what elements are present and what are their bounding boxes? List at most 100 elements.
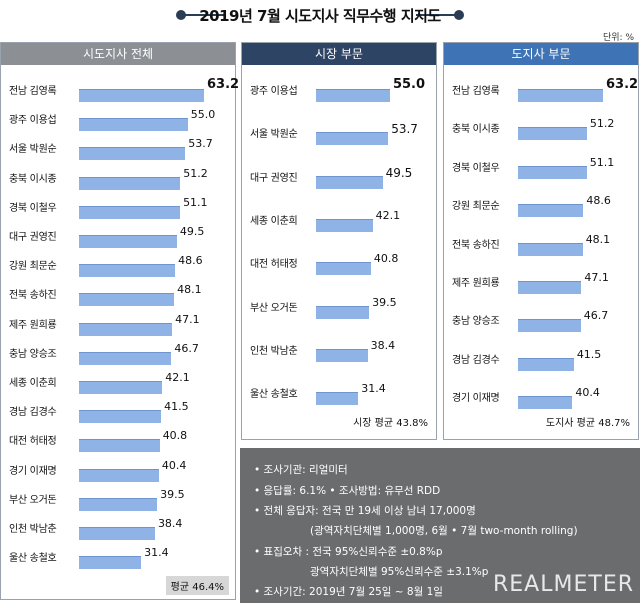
bar-row-all: 세종 이춘희 42.1: [1, 371, 237, 394]
bar-row-all: 전남 김영록 63.2: [1, 77, 240, 102]
bar: [79, 351, 172, 365]
category-label: 부산 오거돈: [9, 494, 57, 506]
bar: [79, 118, 188, 132]
realmeter-logo: REALMETER: [493, 572, 634, 597]
bar: [518, 242, 583, 256]
category-label: 강원 최문순: [9, 261, 57, 273]
survey-notes: • 조사기관: 리얼미터 • 응답률: 6.1% • 조사방법: 유무선 RDD…: [240, 448, 640, 603]
bar-row-all: 서울 박원순 53.7: [1, 137, 237, 161]
bar-row-mayor: 대구 권영진 49.5: [242, 166, 438, 189]
category-label: 경북 이철우: [452, 162, 500, 174]
bar: [79, 527, 155, 540]
value-label: 55.0: [190, 108, 216, 122]
bar-row-all: 경기 이재명 40.4: [1, 459, 237, 482]
value-label: 55.0: [392, 77, 426, 92]
category-label: 세종 이춘희: [250, 215, 298, 227]
value-label: 51.2: [589, 117, 615, 131]
average-label: 평균 46.4%: [165, 576, 229, 595]
bar: [518, 319, 581, 333]
bar-row-all: 대전 허태정 40.8: [1, 429, 237, 453]
category-label: 경북 이철우: [9, 202, 57, 214]
value-label: 40.4: [575, 386, 600, 400]
bar-row-governor: 전남 김영록 63.2: [444, 77, 640, 102]
value-label: 51.1: [183, 195, 208, 209]
bar-row-all: 강원 최문순 48.6: [1, 254, 237, 278]
bar: [316, 132, 389, 146]
value-label: 51.2: [183, 166, 208, 180]
bar-row-all: 경남 김경수 41.5: [1, 400, 237, 424]
category-label: 전남 김영록: [452, 86, 500, 97]
bar-row-all: 대구 권영진 49.5: [1, 225, 237, 248]
category-label: 전북 송하진: [9, 290, 57, 302]
bar-row-mayor: 울산 송철호 31.4: [242, 382, 438, 406]
category-label: 광주 이용섭: [250, 86, 298, 97]
bar-row-mayor: 세종 이춘희 42.1: [242, 208, 438, 232]
category-label: 경남 김경수: [9, 407, 57, 419]
bar: [316, 262, 371, 276]
value-label: 42.1: [375, 208, 401, 222]
value-label: 51.1: [589, 155, 615, 169]
note-line: • 조사기간: 2019년 7월 25일 ~ 8월 1일: [254, 586, 443, 598]
average-label: 시장 평균 43.8%: [353, 418, 428, 429]
note-line: • 조사기관: 리얼미터: [254, 464, 348, 476]
bar: [518, 127, 587, 141]
category-label: 충북 이시종: [452, 124, 500, 136]
bar-row-governor: 충남 양승조 46.7: [444, 309, 640, 333]
value-label: 48.1: [585, 232, 611, 246]
bar-row-governor: 전북 송하진 48.1: [444, 232, 640, 256]
category-label: 인천 박남춘: [9, 524, 57, 535]
bar: [79, 439, 160, 453]
value-label: 48.6: [586, 194, 611, 208]
value-label: 38.4: [157, 517, 183, 530]
bar: [79, 147, 186, 161]
bar: [79, 235, 177, 248]
value-label: 63.2: [207, 77, 240, 92]
note-line: (광역자치단체별 1,000명, 6월 • 7월 two-month rolli…: [310, 525, 578, 537]
bar: [79, 264, 176, 278]
bar: [518, 204, 584, 218]
category-label: 경기 이재명: [9, 465, 57, 477]
panel-mayor-title: 시장 부문: [242, 43, 436, 65]
bar-row-mayor: 대전 허태정 40.8: [242, 252, 438, 276]
bar-row-mayor: 서울 박원순 53.7: [242, 122, 438, 146]
category-label: 충남 양승조: [9, 348, 57, 360]
value-label: 48.1: [177, 283, 202, 297]
bar: [518, 89, 603, 102]
category-label: 제주 원희룡: [9, 319, 57, 331]
title-rule-left: [180, 14, 224, 16]
category-label: 전북 송하진: [452, 239, 500, 251]
page-title: 2019년 7월 시도지사 직무수행 지지도: [199, 7, 441, 25]
bar: [79, 556, 142, 570]
bar: [79, 497, 158, 511]
bar: [79, 322, 173, 336]
category-label: 경남 김경수: [452, 354, 500, 366]
average-label: 도지사 평균 48.7%: [545, 418, 630, 429]
bar: [316, 89, 390, 102]
bar-row-governor: 경북 이철우 51.1: [444, 155, 640, 179]
category-label: 서울 박원순: [9, 144, 57, 156]
panel-all-title: 시도지사 전체: [1, 43, 235, 65]
bar-row-governor: 제주 원희룡 47.1: [444, 271, 640, 294]
note-line: • 응답률: 6.1% • 조사방법: 유무선 RDD: [254, 485, 441, 497]
value-label: 46.7: [174, 341, 199, 355]
category-label: 충남 양승조: [452, 316, 500, 328]
bar-row-all: 인천 박남춘 38.4: [1, 517, 237, 540]
category-label: 세종 이춘희: [9, 378, 57, 389]
unit-label: 단위: %: [602, 33, 634, 43]
bar: [518, 165, 587, 179]
bar: [79, 293, 175, 307]
panel-governor-title: 도지사 부문: [444, 43, 638, 65]
value-label: 39.5: [372, 295, 397, 309]
bar: [316, 392, 359, 406]
value-label: 31.4: [361, 382, 386, 396]
bar-row-all: 충남 양승조 46.7: [1, 341, 237, 365]
value-label: 46.7: [583, 309, 609, 323]
category-label: 서울 박원순: [250, 129, 298, 141]
bar-row-mayor: 부산 오거돈 39.5: [242, 295, 438, 319]
value-label: 31.4: [144, 546, 169, 560]
bar: [79, 468, 159, 482]
title-dot-left: [176, 10, 186, 20]
value-label: 53.7: [188, 137, 213, 151]
value-label: 41.5: [164, 400, 189, 414]
value-label: 40.8: [162, 429, 188, 443]
